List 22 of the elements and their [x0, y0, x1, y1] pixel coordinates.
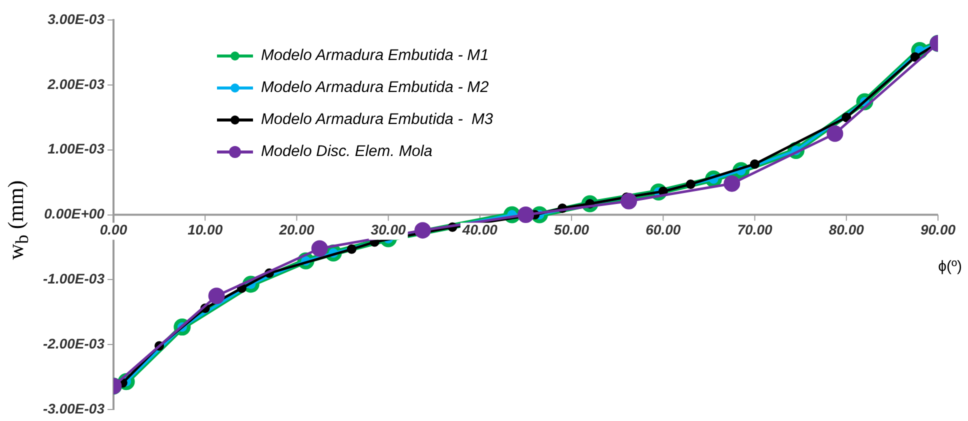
legend-label: Modelo Armadura Embutida - M1	[261, 47, 489, 65]
y-tick-label: -2.00E-03	[43, 335, 105, 352]
x-tick-label: 90.00	[920, 222, 956, 238]
y-tick-label: 2.00E-03	[46, 76, 105, 92]
x-tick-label: 30.00	[370, 222, 406, 238]
y-tick-label: 1.00E-03	[48, 140, 105, 157]
y-tick-label: 0.00E+00	[44, 206, 105, 222]
y-tick-label: -3.00E-03	[43, 400, 105, 416]
x-tick-label: 50.00	[554, 222, 590, 238]
x-tick-label: 70.00	[737, 222, 772, 238]
x-axis-title: ϕ(º)	[938, 258, 962, 275]
legend-label: Modelo Armadura Embutida - M3	[261, 111, 494, 129]
x-tick-label: 60.00	[646, 222, 681, 238]
x-tick-label: 10.00	[188, 222, 223, 238]
x-tick-label: 20.00	[278, 222, 314, 238]
x-tick-label: 80.00	[828, 222, 864, 238]
legend-label: Modelo Armadura Embutida - M2	[261, 79, 489, 97]
x-tick-label: 0.00	[100, 222, 128, 238]
x-tick-label: 40.00	[461, 222, 498, 238]
y-tick-label: -1.00E-03	[43, 270, 105, 287]
y-tick-label: 3.00E-03	[48, 10, 105, 27]
legend-label: Modelo Disc. Elem. Mola	[261, 143, 432, 161]
